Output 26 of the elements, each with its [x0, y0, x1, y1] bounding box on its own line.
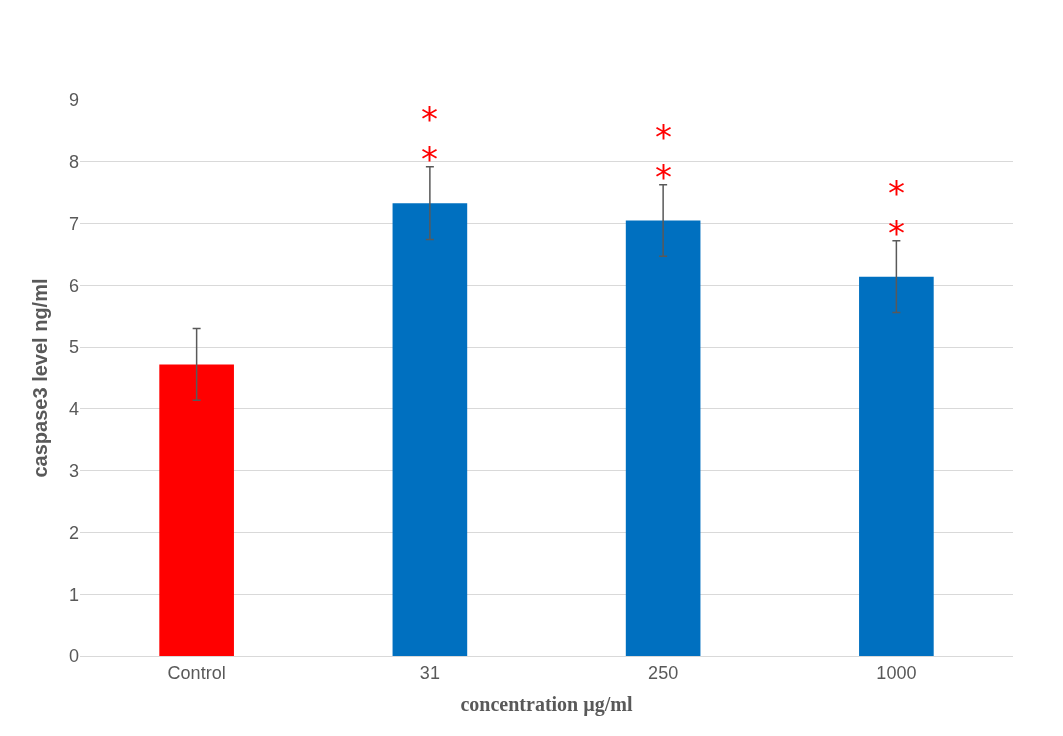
x-tick-label: 1000: [876, 662, 917, 683]
annotation: *: [888, 213, 905, 253]
y-tick-label: 3: [68, 460, 79, 481]
y-tick-label: 5: [68, 337, 79, 358]
y-tick-label: 0: [68, 646, 79, 667]
x-tick-label: 31: [419, 662, 440, 683]
y-tick-label: 1: [68, 584, 79, 605]
bar: [392, 203, 468, 656]
y-axis-title: caspase3 level ng/ml: [29, 278, 52, 478]
y-tick-label: 9: [68, 90, 79, 111]
annotation: *: [421, 139, 438, 179]
x-axis-title: concentration µg/ml: [460, 693, 633, 717]
annotation: *: [888, 173, 905, 213]
x-tick-label: Control: [167, 662, 226, 683]
x-tick-label: 250: [648, 662, 679, 683]
bar: [159, 364, 234, 656]
y-tick-label: 8: [68, 152, 79, 173]
annotation: *: [655, 117, 672, 157]
y-tick-label: 7: [68, 213, 79, 234]
y-tick-label: 2: [68, 522, 79, 543]
y-tick-label: 4: [68, 399, 79, 420]
bar: [859, 276, 934, 656]
bar: [625, 220, 701, 656]
y-tick-label: 6: [68, 275, 79, 296]
annotation: *: [655, 157, 672, 197]
annotation: *: [421, 99, 438, 139]
